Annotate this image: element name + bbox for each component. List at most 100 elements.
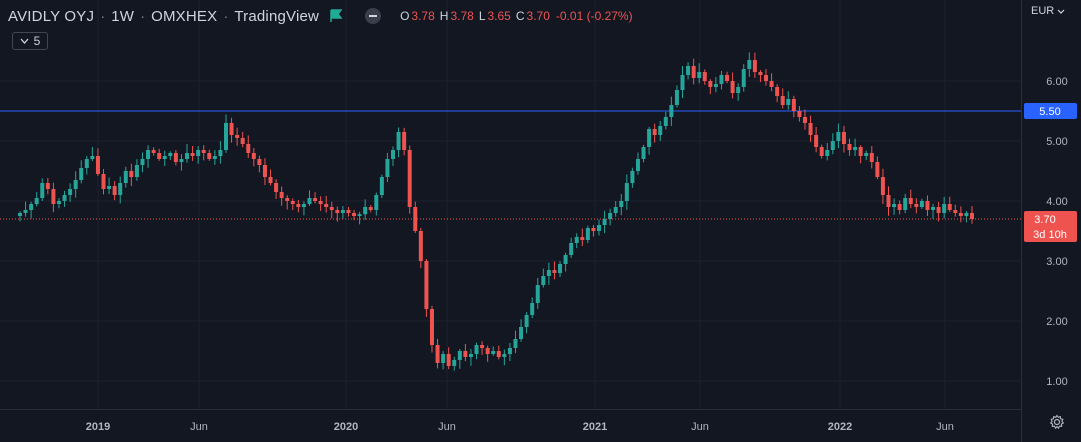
candle-body [613, 207, 618, 213]
candle-body [201, 150, 206, 153]
candle-body [246, 144, 251, 153]
candle-body [507, 348, 512, 354]
settings-gear-icon[interactable] [1049, 414, 1065, 430]
candle-body [73, 180, 78, 189]
bar-countdown-label: 3d 10h [1033, 229, 1067, 241]
x-tick-label: 2020 [334, 421, 358, 433]
candle-body [385, 159, 390, 177]
candle-body [853, 147, 858, 150]
candle-body [663, 117, 668, 126]
candle-body [931, 207, 936, 210]
candle-body [736, 87, 741, 93]
candle-body [847, 144, 852, 150]
candle-body [964, 213, 969, 216]
candle-body [34, 198, 39, 204]
candle-body [836, 132, 841, 141]
candle-body [29, 204, 34, 210]
candle-body [641, 147, 646, 159]
y-tick-label: 5.00 [1046, 136, 1067, 148]
candle-body [441, 354, 446, 363]
candle-body [413, 207, 418, 231]
candle-body [953, 210, 958, 213]
candle-body [262, 165, 267, 177]
candle-body [758, 72, 763, 75]
candle-body [892, 204, 897, 207]
candle-body [301, 204, 306, 207]
horizontal-line-price-label: 5.50 [1039, 106, 1060, 118]
candle-body [869, 153, 874, 162]
candle-body [424, 261, 429, 309]
candle-body [429, 309, 434, 345]
candle-body [741, 69, 746, 87]
y-tick-label: 4.00 [1046, 196, 1067, 208]
candle-body [474, 345, 479, 354]
symbol-name[interactable]: AVIDLY OYJ [8, 7, 95, 25]
candle-body [296, 204, 301, 207]
currency-selector[interactable]: EUR [1031, 5, 1065, 17]
candle-body [352, 213, 357, 216]
interval-label[interactable]: 1W [111, 7, 135, 25]
candle-body [786, 99, 791, 105]
separator-dot: · [100, 7, 106, 25]
candle-body [652, 129, 657, 135]
x-tick-label: Jun [438, 421, 456, 433]
indicator-count: 5 [33, 34, 41, 48]
low-value: 3.65 [487, 9, 511, 23]
candle-body [146, 150, 151, 159]
candle-body [797, 111, 802, 117]
candle-body [908, 198, 913, 204]
candle-body [875, 162, 880, 177]
candle-body [162, 156, 167, 159]
candle-body [530, 303, 535, 315]
x-tick-label: 2021 [583, 421, 607, 433]
candle-body [574, 237, 579, 243]
candle-body [691, 66, 696, 78]
candle-body [658, 126, 663, 135]
candle-body [858, 147, 863, 156]
candle-body [919, 201, 924, 207]
candle-body [134, 165, 139, 177]
candle-body [730, 81, 735, 93]
candle-body [819, 147, 824, 156]
collapse-icon[interactable] [365, 8, 382, 24]
x-tick-label: Jun [936, 421, 954, 433]
indicators-toggle-button[interactable]: 5 [12, 32, 48, 50]
candle-body [925, 201, 930, 210]
candle-body [719, 75, 724, 84]
candle-body [524, 315, 529, 327]
candle-body [446, 354, 451, 366]
candle-body [274, 183, 279, 192]
candle-body [368, 207, 373, 210]
candle-body [602, 219, 607, 225]
candle-body [18, 213, 22, 216]
candle-body [708, 81, 713, 87]
candle-body [168, 153, 173, 156]
candle-body [101, 174, 106, 189]
candle-body [251, 153, 256, 159]
candle-body [468, 354, 473, 357]
candle-body [947, 204, 952, 210]
candle-body [580, 237, 585, 240]
candle-body [764, 75, 769, 81]
candle-body [596, 225, 601, 231]
candle-body [268, 177, 273, 183]
candle-body [647, 129, 652, 147]
candle-body [830, 141, 835, 150]
ohlc-values: O 3.78 H 3.78 L 3.65 C 3.70 -0.01 (-0.27%) [400, 9, 633, 23]
candle-body [223, 123, 228, 150]
candle-body [140, 159, 145, 165]
candle-body [585, 228, 590, 240]
y-tick-label: 2.00 [1046, 316, 1067, 328]
candle-body [725, 75, 730, 81]
close-value: 3.70 [526, 9, 550, 23]
candle-body [814, 135, 819, 147]
candle-body [775, 87, 780, 96]
candle-body [808, 123, 813, 135]
candle-body [90, 156, 95, 159]
candle-body [212, 156, 217, 159]
candle-body [747, 60, 752, 69]
market-open-flag-icon [330, 9, 343, 22]
chevron-down-icon [20, 38, 29, 44]
candle-body [541, 276, 546, 285]
